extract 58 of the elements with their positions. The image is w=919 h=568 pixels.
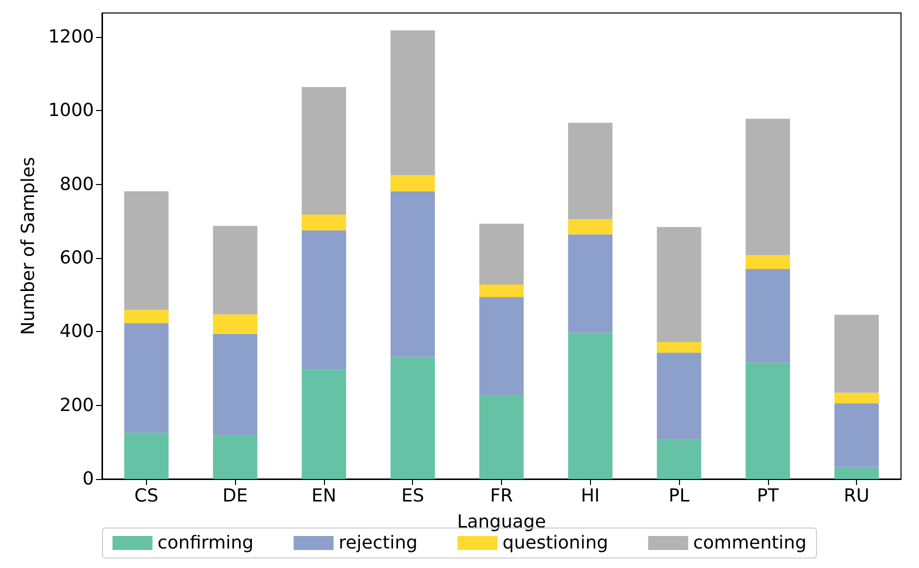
bar	[212, 334, 258, 436]
y-tick-label: 1200	[48, 26, 94, 48]
bar	[124, 323, 169, 433]
x-tick-label: EN	[312, 486, 336, 506]
x-tick-label: FR	[490, 486, 513, 506]
bar	[212, 314, 258, 334]
bar	[746, 255, 790, 270]
bar	[479, 297, 524, 396]
bar	[568, 332, 612, 479]
x-tick-label: HI	[580, 486, 600, 506]
y-tick-label: 1000	[48, 100, 94, 122]
bar	[212, 226, 258, 314]
x-tick-label: RU	[844, 486, 870, 506]
bar	[124, 310, 169, 324]
bar	[479, 224, 524, 284]
bar	[656, 352, 702, 440]
legend-label: confirming	[158, 532, 254, 554]
y-tick-label: 200	[60, 394, 94, 416]
bar	[656, 440, 702, 479]
y-tick-label: 800	[60, 174, 94, 195]
x-axis-title: Language	[457, 512, 546, 532]
bar	[390, 356, 435, 479]
x-tick-label: PL	[668, 486, 690, 506]
bar	[746, 362, 790, 479]
x-tick-label: DE	[222, 486, 248, 506]
bar	[479, 284, 524, 298]
y-tick-label: 400	[60, 321, 94, 342]
legend-label: questioning	[502, 532, 608, 554]
bar	[834, 392, 879, 404]
y-tick-label: 600	[60, 247, 94, 268]
bar	[124, 191, 169, 310]
bar	[390, 175, 435, 192]
bar	[656, 342, 702, 353]
x-tick-label: PT	[756, 486, 780, 506]
x-tick-label: ES	[401, 486, 424, 506]
legend-label: rejecting	[338, 532, 418, 554]
bar	[746, 118, 790, 256]
bar	[302, 214, 346, 230]
bar	[212, 435, 258, 479]
x-tick-label: CS	[134, 486, 158, 506]
bar	[302, 370, 346, 479]
bar	[390, 191, 435, 357]
bar	[390, 30, 435, 176]
bar	[479, 395, 524, 479]
bar	[124, 432, 169, 479]
bar	[834, 314, 879, 393]
bar	[834, 403, 879, 468]
y-axis-title: Number of Samples	[18, 157, 39, 335]
bar	[568, 219, 612, 234]
bar	[302, 230, 346, 370]
bar	[568, 122, 612, 220]
y-tick-label: 0	[82, 468, 94, 490]
bar	[834, 467, 879, 479]
bar	[302, 87, 346, 215]
bar	[568, 234, 612, 333]
bar	[746, 269, 790, 363]
bar	[656, 227, 702, 342]
legend-label: commenting	[693, 532, 807, 554]
